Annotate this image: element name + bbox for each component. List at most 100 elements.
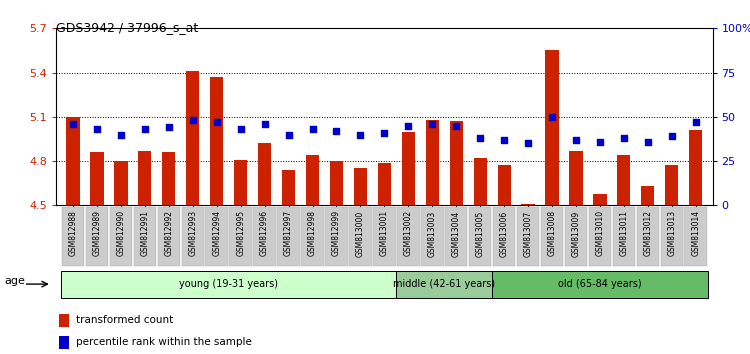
- Bar: [282, 170, 296, 205]
- Bar: [378, 162, 391, 205]
- Text: GSM813009: GSM813009: [572, 210, 580, 257]
- Bar: [258, 143, 272, 205]
- Text: GSM813007: GSM813007: [524, 210, 532, 257]
- FancyBboxPatch shape: [134, 207, 156, 266]
- Text: GSM813013: GSM813013: [668, 210, 676, 256]
- FancyBboxPatch shape: [350, 207, 372, 266]
- Bar: [473, 158, 487, 205]
- FancyBboxPatch shape: [230, 207, 252, 266]
- Point: [91, 126, 103, 132]
- Bar: [521, 204, 535, 205]
- Point: [618, 135, 630, 141]
- Point: [331, 128, 343, 134]
- Point: [307, 126, 319, 132]
- Point: [594, 139, 606, 144]
- Text: middle (42-61 years): middle (42-61 years): [393, 279, 495, 289]
- Text: GSM813012: GSM813012: [644, 210, 652, 256]
- Text: GSM813005: GSM813005: [476, 210, 484, 257]
- Text: percentile rank within the sample: percentile rank within the sample: [76, 337, 252, 348]
- Text: GSM812994: GSM812994: [212, 210, 221, 256]
- FancyBboxPatch shape: [661, 207, 683, 266]
- Point: [211, 119, 223, 125]
- Text: GSM813008: GSM813008: [548, 210, 556, 256]
- FancyBboxPatch shape: [61, 270, 396, 298]
- Text: GSM813001: GSM813001: [380, 210, 388, 256]
- Point: [642, 139, 654, 144]
- Point: [546, 114, 558, 120]
- Point: [498, 137, 510, 143]
- Text: young (19-31 years): young (19-31 years): [179, 279, 278, 289]
- FancyBboxPatch shape: [685, 207, 707, 266]
- FancyBboxPatch shape: [637, 207, 659, 266]
- Text: GSM812995: GSM812995: [236, 210, 245, 256]
- Text: GSM812993: GSM812993: [188, 210, 197, 256]
- FancyBboxPatch shape: [541, 207, 563, 266]
- Point: [378, 130, 390, 136]
- Point: [522, 141, 534, 146]
- Bar: [641, 186, 655, 205]
- Point: [139, 126, 151, 132]
- Bar: [138, 151, 152, 205]
- Text: GSM813000: GSM813000: [356, 210, 365, 257]
- Bar: [545, 51, 559, 205]
- Bar: [306, 155, 319, 205]
- Point: [115, 132, 127, 137]
- Text: GSM812999: GSM812999: [332, 210, 341, 256]
- FancyBboxPatch shape: [182, 207, 204, 266]
- Bar: [210, 77, 224, 205]
- FancyBboxPatch shape: [254, 207, 276, 266]
- FancyBboxPatch shape: [493, 207, 515, 266]
- Point: [67, 121, 79, 127]
- Text: GSM813003: GSM813003: [427, 210, 436, 257]
- FancyBboxPatch shape: [589, 207, 611, 266]
- FancyBboxPatch shape: [373, 207, 396, 266]
- FancyBboxPatch shape: [158, 207, 180, 266]
- FancyBboxPatch shape: [110, 207, 132, 266]
- Bar: [114, 161, 128, 205]
- Bar: [689, 130, 702, 205]
- Point: [666, 133, 678, 139]
- Text: GSM812989: GSM812989: [92, 210, 101, 256]
- Bar: [186, 71, 200, 205]
- Text: GSM812991: GSM812991: [140, 210, 149, 256]
- Text: GDS3942 / 37996_s_at: GDS3942 / 37996_s_at: [56, 21, 199, 34]
- Text: GSM812996: GSM812996: [260, 210, 269, 256]
- Point: [402, 123, 414, 129]
- Bar: [330, 161, 343, 205]
- Point: [474, 135, 486, 141]
- Text: GSM813011: GSM813011: [620, 210, 628, 256]
- Bar: [402, 132, 415, 205]
- Text: GSM813014: GSM813014: [692, 210, 700, 256]
- Text: age: age: [4, 276, 26, 286]
- Point: [570, 137, 582, 143]
- FancyBboxPatch shape: [397, 207, 419, 266]
- Text: GSM813002: GSM813002: [404, 210, 412, 256]
- Text: GSM812992: GSM812992: [164, 210, 173, 256]
- Text: GSM813004: GSM813004: [452, 210, 460, 257]
- FancyBboxPatch shape: [613, 207, 635, 266]
- Text: GSM813006: GSM813006: [500, 210, 508, 257]
- FancyBboxPatch shape: [326, 207, 348, 266]
- FancyBboxPatch shape: [302, 207, 324, 266]
- Text: GSM812988: GSM812988: [68, 210, 77, 256]
- Bar: [354, 169, 367, 205]
- Bar: [497, 166, 511, 205]
- Point: [426, 121, 438, 127]
- Point: [690, 119, 702, 125]
- Text: GSM812997: GSM812997: [284, 210, 293, 256]
- Text: GSM813010: GSM813010: [596, 210, 604, 256]
- FancyBboxPatch shape: [62, 207, 84, 266]
- Point: [355, 132, 367, 137]
- FancyBboxPatch shape: [86, 207, 108, 266]
- Bar: [91, 152, 104, 205]
- Point: [450, 123, 462, 129]
- Bar: [665, 166, 678, 205]
- Bar: [450, 121, 463, 205]
- Bar: [617, 155, 631, 205]
- Point: [235, 126, 247, 132]
- Bar: [67, 117, 80, 205]
- FancyBboxPatch shape: [445, 207, 467, 266]
- Bar: [58, 336, 69, 349]
- FancyBboxPatch shape: [517, 207, 539, 266]
- Point: [283, 132, 295, 137]
